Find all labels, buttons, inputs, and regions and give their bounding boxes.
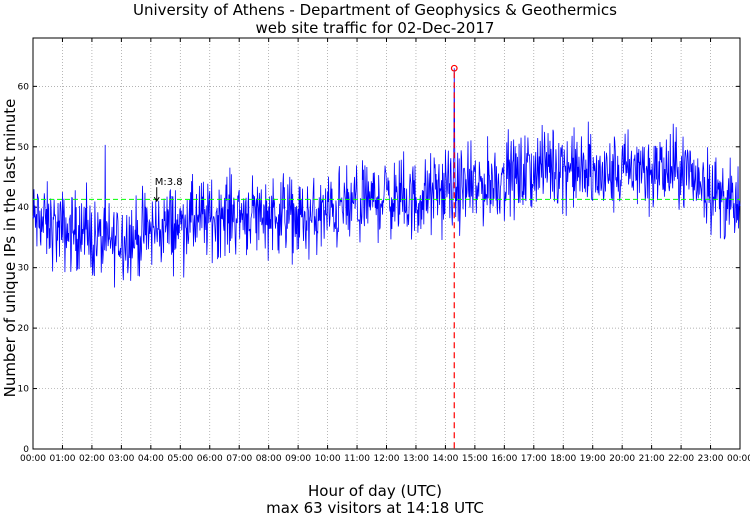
x-tick-label: 04:00 [138, 454, 164, 464]
x-tick-label: 22:00 [668, 454, 694, 464]
x-axis-label: Hour of day (UTC) [308, 482, 442, 500]
x-tick-label: 16:00 [491, 454, 517, 464]
x-tick-label: 05:00 [167, 454, 193, 464]
x-tick-label: 07:00 [226, 454, 252, 464]
x-tick-label: 11:00 [344, 454, 370, 464]
max-visitors-caption: max 63 visitors at 14:18 UTC [266, 499, 484, 517]
x-tick-label: 19:00 [580, 454, 606, 464]
x-tick-label: 12:00 [374, 454, 400, 464]
chart-title: University of Athens - Department of Geo… [133, 1, 617, 19]
x-tick-label: 01:00 [49, 454, 75, 464]
annotation-arrowhead [153, 196, 160, 203]
x-tick-label: 20:00 [609, 454, 635, 464]
x-tick-label: 23:00 [698, 454, 724, 464]
x-tick-label: 18:00 [550, 454, 576, 464]
x-tick-label: 00:00 [727, 454, 750, 464]
x-tick-label: 14:00 [432, 454, 458, 464]
x-tick-label: 15:00 [462, 454, 488, 464]
x-tick-label: 06:00 [197, 454, 223, 464]
traffic-series-line [32, 68, 741, 288]
x-tick-label: 08:00 [256, 454, 282, 464]
y-tick-label: 30 [18, 264, 30, 274]
x-tick-label: 03:00 [108, 454, 134, 464]
x-tick-label: 21:00 [639, 454, 665, 464]
y-tick-label: 50 [18, 143, 30, 153]
x-tick-label: 00:00 [20, 454, 46, 464]
chart-subtitle: web site traffic for 02-Dec-2017 [255, 19, 495, 37]
y-axis-label: Number of unique IPs in the last minute [1, 98, 19, 398]
x-tick-label: 13:00 [403, 454, 429, 464]
y-tick-label: 10 [18, 385, 30, 395]
x-tick-label: 10:00 [315, 454, 341, 464]
y-tick-label: 60 [18, 82, 30, 92]
y-tick-label: 0 [23, 445, 29, 455]
x-tick-label: 17:00 [521, 454, 547, 464]
x-tick-label: 09:00 [285, 454, 311, 464]
max-marker [450, 64, 458, 72]
x-tick-label: 02:00 [79, 454, 105, 464]
y-tick-label: 20 [18, 324, 30, 334]
annotation-label: M:3.8 [155, 177, 183, 188]
y-tick-label: 40 [18, 203, 30, 213]
